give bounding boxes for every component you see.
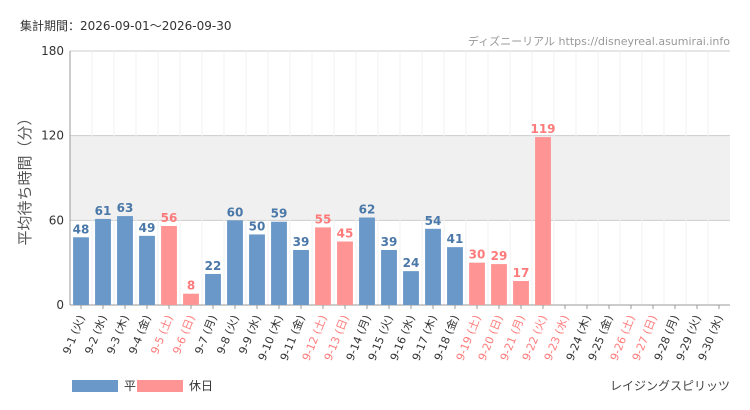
data-label: 30	[469, 248, 486, 262]
y-tick-label: 0	[56, 298, 64, 312]
legend-label-holiday: 休日	[189, 379, 213, 393]
bar	[271, 221, 287, 305]
bar	[535, 137, 551, 305]
bar	[117, 216, 133, 305]
period-label: 集計期間：2026-09-01～2026-09-30	[20, 18, 231, 33]
data-label: 61	[95, 204, 112, 218]
bar	[337, 241, 353, 305]
y-axis-label: 平均待ち時間（分）	[16, 110, 34, 245]
data-label: 54	[425, 214, 442, 228]
data-label: 41	[447, 232, 464, 246]
legend-swatch-weekday	[72, 380, 118, 392]
data-label: 8	[187, 279, 195, 293]
bar	[161, 225, 177, 305]
data-label: 17	[513, 266, 530, 280]
bar	[425, 228, 441, 305]
data-label: 45	[337, 227, 354, 241]
data-label: 60	[227, 205, 244, 219]
source-credit: ディズニーリアル https://disneyreal.asumirai.inf…	[468, 34, 730, 48]
data-label: 119	[530, 122, 555, 136]
bar	[249, 234, 265, 305]
bar	[183, 293, 199, 305]
bar	[491, 264, 507, 305]
bar	[95, 218, 111, 305]
data-label: 39	[381, 235, 398, 249]
attraction-name: レイジングスピリッツ	[610, 379, 730, 393]
bar	[227, 220, 243, 305]
data-label: 62	[359, 203, 376, 217]
data-label: 22	[205, 259, 222, 273]
data-label: 29	[491, 249, 508, 263]
bar	[359, 217, 375, 305]
bar	[469, 262, 485, 305]
y-tick-label: 60	[49, 213, 64, 227]
data-label: 49	[139, 221, 156, 235]
bar	[73, 237, 89, 305]
data-label: 55	[315, 212, 332, 226]
y-tick-label: 120	[41, 129, 64, 143]
data-label: 50	[249, 219, 266, 233]
bar	[293, 249, 309, 305]
bar	[139, 235, 155, 305]
bar	[403, 271, 419, 305]
legend: 平日 休日	[72, 379, 213, 393]
data-label: 24	[403, 256, 420, 270]
bar	[315, 227, 331, 305]
data-label: 48	[73, 222, 90, 236]
legend-swatch-holiday	[137, 380, 183, 392]
data-label: 59	[271, 207, 288, 221]
data-label: 56	[161, 211, 178, 225]
data-label: 39	[293, 235, 310, 249]
bar	[381, 249, 397, 305]
y-tick-label: 180	[41, 44, 64, 58]
bar	[513, 281, 529, 305]
bar	[205, 273, 221, 305]
bar	[447, 247, 463, 305]
data-label: 63	[117, 201, 134, 215]
